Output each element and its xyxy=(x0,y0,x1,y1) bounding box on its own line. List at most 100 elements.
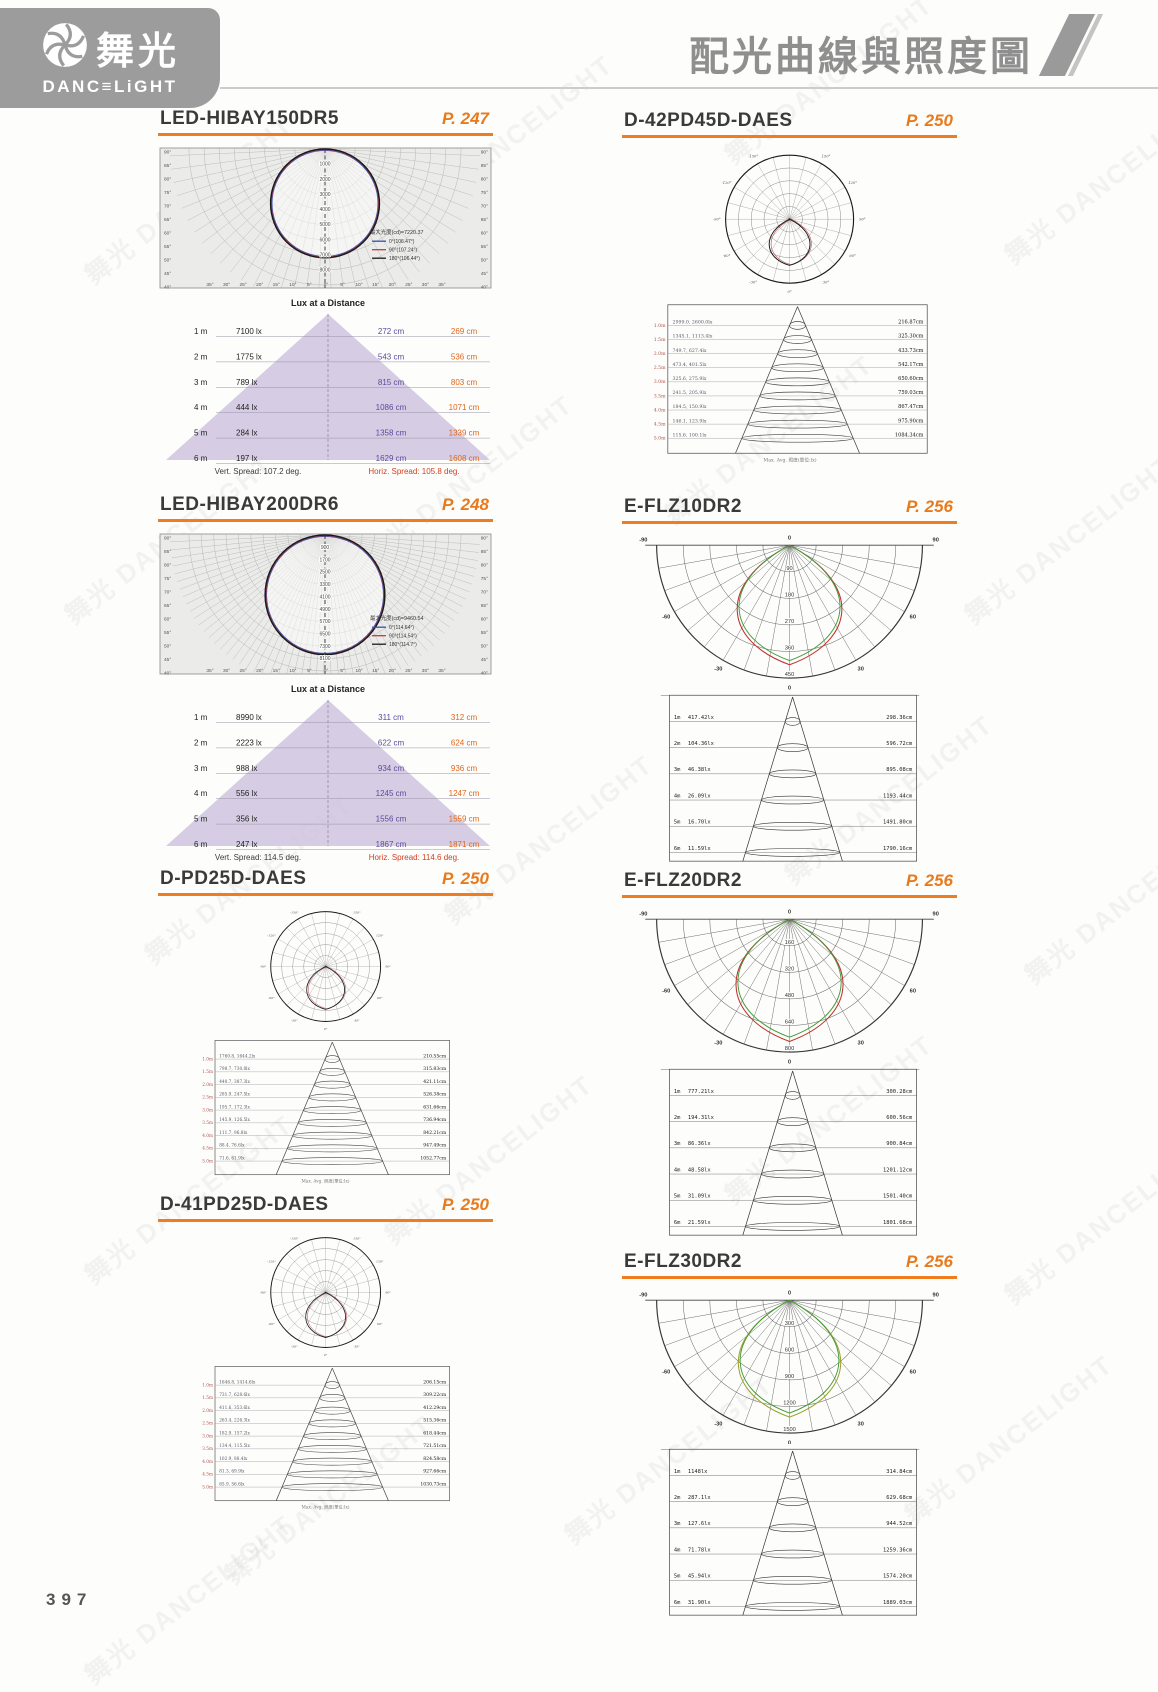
svg-text:1700: 1700 xyxy=(319,557,330,563)
svg-text:440.7, 387.3lx: 440.7, 387.3lx xyxy=(219,1078,250,1083)
svg-text:1m: 1m xyxy=(673,1469,680,1475)
svg-text:-90°: -90° xyxy=(712,217,720,221)
svg-text:731.7, 628.6lx: 731.7, 628.6lx xyxy=(219,1392,250,1397)
polar-chart: 900 1700 2500 3300 4100 4900 5700 6500 7300 8100 9… xyxy=(158,528,493,680)
svg-text:5°: 5° xyxy=(340,668,345,674)
product-header: D-42PD45D-DAES P. 250 xyxy=(622,110,957,132)
svg-text:45°: 45° xyxy=(164,657,171,663)
svg-text:3.0m: 3.0m xyxy=(202,1433,213,1438)
svg-text:55°: 55° xyxy=(164,244,171,250)
svg-text:3300: 3300 xyxy=(319,582,330,588)
polar-chart: 1000 2000 3000 4000 5000 6000 7000 8000 90° 90° 85… xyxy=(158,142,493,294)
svg-text:48.58lx: 48.58lx xyxy=(687,1167,711,1173)
svg-text:-90: -90 xyxy=(639,538,647,544)
svg-text:1030.73cm: 1030.73cm xyxy=(420,1481,446,1487)
lux-distance-table: Lux at a Distance 1 m 8990 lx 311 cm 312 cm 2… xyxy=(158,680,493,866)
svg-text:0: 0 xyxy=(787,1440,790,1444)
orange-divider xyxy=(158,893,493,896)
svg-text:263.4, 226.3lx: 263.4, 226.3lx xyxy=(219,1418,250,1423)
svg-text:900: 900 xyxy=(784,1374,794,1380)
product-header: LED-HIBAY150DR5 P. 247 xyxy=(158,108,493,130)
svg-text:25°: 25° xyxy=(240,282,247,288)
polar-chart: 160 320 480 640 800 -90 -60 -30 30 60 90 0 0 xyxy=(622,904,957,1064)
svg-text:Vert. Spread: 107.2 deg.: Vert. Spread: 107.2 deg. xyxy=(215,467,302,476)
svg-text:25°: 25° xyxy=(405,282,412,288)
hibay-polar-svg: 900 1700 2500 3300 4100 4900 5700 6500 7300 8100 9… xyxy=(159,533,492,677)
svg-text:4m: 4m xyxy=(673,1167,680,1173)
svg-text:1247 cm: 1247 cm xyxy=(449,789,480,798)
svg-text:210.55cm: 210.55cm xyxy=(423,1053,447,1059)
svg-text:55°: 55° xyxy=(481,630,488,636)
svg-text:-90°: -90° xyxy=(259,965,266,969)
svg-text:4m: 4m xyxy=(673,793,680,799)
svg-text:618.44cm: 618.44cm xyxy=(423,1430,447,1436)
page-ref: P. 256 xyxy=(906,497,953,517)
svg-text:180°(114.7°): 180°(114.7°) xyxy=(389,642,417,648)
svg-text:90: 90 xyxy=(786,566,792,572)
svg-text:1086 cm: 1086 cm xyxy=(376,403,407,412)
page-ref: P. 256 xyxy=(906,871,953,891)
svg-text:1500: 1500 xyxy=(783,1427,796,1433)
svg-text:0°: 0° xyxy=(323,1353,327,1357)
svg-text:2.0m: 2.0m xyxy=(202,1408,213,1413)
svg-text:60°: 60° xyxy=(481,617,488,623)
svg-text:3.0m: 3.0m xyxy=(653,379,665,385)
svg-text:721.51cm: 721.51cm xyxy=(423,1443,447,1449)
svg-text:5 m: 5 m xyxy=(194,429,208,438)
svg-text:最大光度(cd)=9460.54: 最大光度(cd)=9460.54 xyxy=(370,614,423,622)
svg-text:6 m: 6 m xyxy=(194,454,208,463)
svg-text:536 cm: 536 cm xyxy=(451,352,478,361)
svg-text:15°: 15° xyxy=(273,668,280,674)
svg-text:-120°: -120° xyxy=(721,181,731,185)
svg-text:1339 cm: 1339 cm xyxy=(449,429,480,438)
svg-text:Max. Avg. 照度(單位:lx): Max. Avg. 照度(單位:lx) xyxy=(301,1177,349,1184)
svg-text:798.7, 730.8lx: 798.7, 730.8lx xyxy=(219,1066,250,1071)
svg-text:2.5m: 2.5m xyxy=(653,365,665,371)
product-header: D-PD25D-DAES P. 250 xyxy=(158,868,493,890)
svg-text:1790.16cm: 1790.16cm xyxy=(882,846,911,852)
svg-text:936 cm: 936 cm xyxy=(451,764,478,773)
svg-text:194.31lx: 194.31lx xyxy=(687,1115,714,1121)
brand-logo: 舞光 DANC≡LiGHT xyxy=(0,8,220,108)
svg-text:3000: 3000 xyxy=(319,192,330,198)
product-header: E-FLZ30DR2 P. 256 xyxy=(622,1251,957,1273)
cone-table-svg: 1m 417.42lx 298.36cm 2m 104.36lx 596.72cm 3m 46… xyxy=(660,694,919,862)
svg-text:927.66cm: 927.66cm xyxy=(423,1469,447,1475)
svg-text:-60°: -60° xyxy=(268,996,275,1000)
svg-text:1345.1, 1113.4lx: 1345.1, 1113.4lx xyxy=(672,333,712,339)
svg-text:0: 0 xyxy=(787,1060,790,1064)
svg-text:182.9, 157.2lx: 182.9, 157.2lx xyxy=(219,1430,250,1435)
product-name: D-41PD25D-DAES xyxy=(160,1194,329,1216)
svg-text:86.36lx: 86.36lx xyxy=(687,1141,711,1147)
svg-text:0°: 0° xyxy=(324,282,329,288)
svg-text:1m: 1m xyxy=(673,1089,680,1095)
svg-text:284 lx: 284 lx xyxy=(236,429,257,438)
svg-text:5 m: 5 m xyxy=(194,815,208,824)
cone-distance-table: 1m 777.21lx 300.28cm 2m 194.31lx 600.56cm 3m 86… xyxy=(622,1064,957,1239)
svg-text:90°(114.54°): 90°(114.54°) xyxy=(389,634,417,640)
lux-distance-svg: Lux at a Distance 1 m 8990 lx 311 cm 312 cm 2… xyxy=(166,684,490,862)
svg-text:90: 90 xyxy=(932,538,938,544)
product-block: LED-HIBAY150DR5 P. 247 1000 2000 3000 4000 5… xyxy=(158,108,493,480)
right-column: D-42PD45D-DAES P. 250 0° 30° -30° 60° -60° 90… xyxy=(622,110,957,1619)
product-block: D-42PD45D-DAES P. 250 0° 30° -30° 60° -60° 90… xyxy=(622,110,957,464)
svg-text:5m: 5m xyxy=(673,1574,680,1580)
svg-text:1259.36cm: 1259.36cm xyxy=(882,1547,911,1553)
svg-text:-120°: -120° xyxy=(267,933,276,937)
svg-text:1245 cm: 1245 cm xyxy=(376,789,407,798)
polar-chart: 300 600 900 1200 1500 -90 -60 -30 30 60 90 0 0 xyxy=(622,1285,957,1444)
svg-text:8990 lx: 8990 lx xyxy=(236,713,262,722)
svg-text:40°: 40° xyxy=(481,671,488,677)
svg-text:325.30cm: 325.30cm xyxy=(898,333,924,339)
svg-text:127.6lx: 127.6lx xyxy=(687,1521,711,1527)
svg-text:145.9, 126.5lx: 145.9, 126.5lx xyxy=(219,1117,250,1122)
svg-text:16.70lx: 16.70lx xyxy=(687,819,711,825)
svg-text:70°: 70° xyxy=(481,204,488,210)
svg-text:900: 900 xyxy=(321,545,330,551)
polar-chart: 0° 30° -30° 60° -60° 90° -90° 120° -120° 150° -150… xyxy=(158,902,493,1037)
svg-text:4m: 4m xyxy=(673,1547,680,1553)
product-header: D-41PD25D-DAES P. 250 xyxy=(158,1194,493,1216)
svg-text:947.49cm: 947.49cm xyxy=(423,1142,447,1148)
svg-text:50°: 50° xyxy=(481,258,488,264)
cone-table-svg: 1.0m 2999.0, 2600.0lx 216.87cm 1.5m 1345.1, … xyxy=(653,304,928,464)
